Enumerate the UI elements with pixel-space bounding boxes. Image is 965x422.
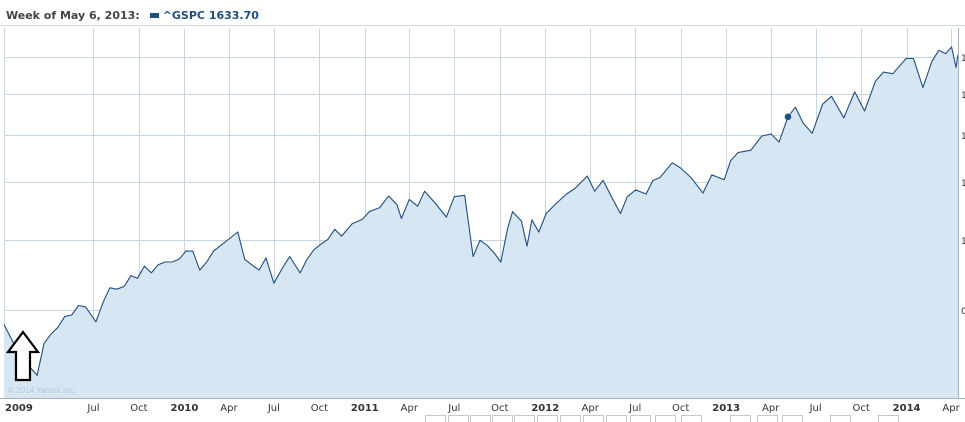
legend-series-label: ^GSPC 1633.70 — [162, 8, 259, 22]
range-selector-box — [757, 415, 778, 422]
range-selector-box — [425, 415, 446, 422]
range-selector-box — [583, 415, 604, 422]
x-tick-label: Apr — [401, 403, 419, 414]
range-selector-box — [782, 415, 803, 422]
range-selector-box — [606, 415, 627, 422]
y-tick-label: 1 — [961, 54, 965, 64]
x-tick-label: Apr — [942, 403, 960, 414]
x-tick-label: Jul — [809, 403, 822, 414]
range-selector-box — [448, 415, 469, 422]
x-tick-label: Oct — [672, 403, 689, 414]
x-tick-label: Jul — [447, 403, 460, 414]
range-selector-box — [878, 415, 899, 422]
x-tick-label: 2009 — [5, 403, 33, 414]
y-tick-label: 0 — [961, 307, 965, 317]
legend-week-label: Week of May 6, 2013: — [6, 8, 140, 22]
x-tick-label: 2014 — [893, 403, 921, 414]
range-selector-box — [730, 415, 751, 422]
x-tick-label: Oct — [311, 403, 328, 414]
range-selector-box — [470, 415, 491, 422]
x-tick-label: Apr — [220, 403, 238, 414]
series-line — [3, 46, 959, 376]
range-selector-box — [830, 415, 851, 422]
range-selector-box — [492, 415, 513, 422]
y-tick-label: 1 — [961, 179, 965, 189]
x-tick-label: 2010 — [170, 403, 198, 414]
range-selector-box — [630, 415, 651, 422]
series-area — [4, 47, 958, 398]
x-tick-label: 2013 — [712, 403, 740, 414]
x-tick-label: 2011 — [351, 403, 379, 414]
x-tick-label: Oct — [852, 403, 869, 414]
x-tick-label: Apr — [762, 403, 780, 414]
highlight-point — [784, 113, 792, 121]
x-tick-label: Oct — [491, 403, 508, 414]
x-tick-label: 2012 — [531, 403, 559, 414]
x-tick-label: Oct — [130, 403, 147, 414]
y-tick-label: 1 — [961, 132, 965, 142]
range-selector-box — [560, 415, 581, 422]
range-selector-box — [514, 415, 535, 422]
y-tick-label: 1 — [961, 237, 965, 247]
legend-series-swatch — [149, 12, 159, 18]
y-tick-label: 1 — [961, 91, 965, 101]
x-tick-label: Jul — [628, 403, 641, 414]
copyright-watermark: © 2014 Yahoo! Inc. — [8, 386, 76, 395]
x-tick-label: Apr — [582, 403, 600, 414]
range-selector-box — [537, 415, 558, 422]
x-tick-label: Jul — [86, 403, 99, 414]
range-selector-box — [655, 415, 676, 422]
x-tick-label: Jul — [267, 403, 280, 414]
chart-legend: Week of May 6, 2013: ^GSPC 1633.70 — [6, 7, 259, 23]
range-selector-box — [681, 415, 702, 422]
up-arrow-icon — [6, 330, 40, 382]
